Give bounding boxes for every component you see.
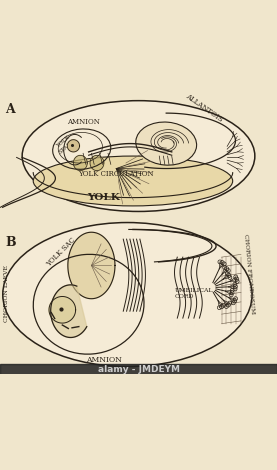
- Text: YOLK SAC: YOLK SAC: [45, 236, 77, 268]
- Polygon shape: [90, 156, 104, 171]
- Bar: [0, 364, 277, 376]
- Ellipse shape: [22, 101, 255, 212]
- Text: CHORION FRONDOSUM: CHORION FRONDOSUM: [243, 234, 255, 314]
- Polygon shape: [73, 156, 87, 171]
- Text: YOLK CIRCULATION: YOLK CIRCULATION: [78, 170, 154, 178]
- Polygon shape: [68, 232, 115, 299]
- Ellipse shape: [3, 222, 252, 367]
- Polygon shape: [51, 285, 87, 337]
- Polygon shape: [49, 297, 76, 323]
- Text: ALLANTOIS: ALLANTOIS: [183, 93, 224, 124]
- Text: CHORION LAEVE: CHORION LAEVE: [4, 265, 9, 322]
- Text: A: A: [6, 103, 15, 117]
- Text: YOLK
STALK: YOLK STALK: [54, 134, 76, 155]
- Text: ALLANTOIS
STALK: ALLANTOIS STALK: [140, 129, 176, 148]
- Text: B: B: [6, 236, 16, 249]
- Text: AMNION: AMNION: [86, 356, 122, 364]
- Polygon shape: [67, 140, 79, 152]
- Text: YOLK: YOLK: [88, 193, 120, 202]
- Ellipse shape: [136, 122, 197, 165]
- Text: alamy - JMDEYM: alamy - JMDEYM: [98, 365, 179, 375]
- Text: AMNION: AMNION: [67, 118, 99, 126]
- Ellipse shape: [33, 156, 233, 206]
- Text: UMBILICAL
CORD: UMBILICAL CORD: [175, 288, 213, 298]
